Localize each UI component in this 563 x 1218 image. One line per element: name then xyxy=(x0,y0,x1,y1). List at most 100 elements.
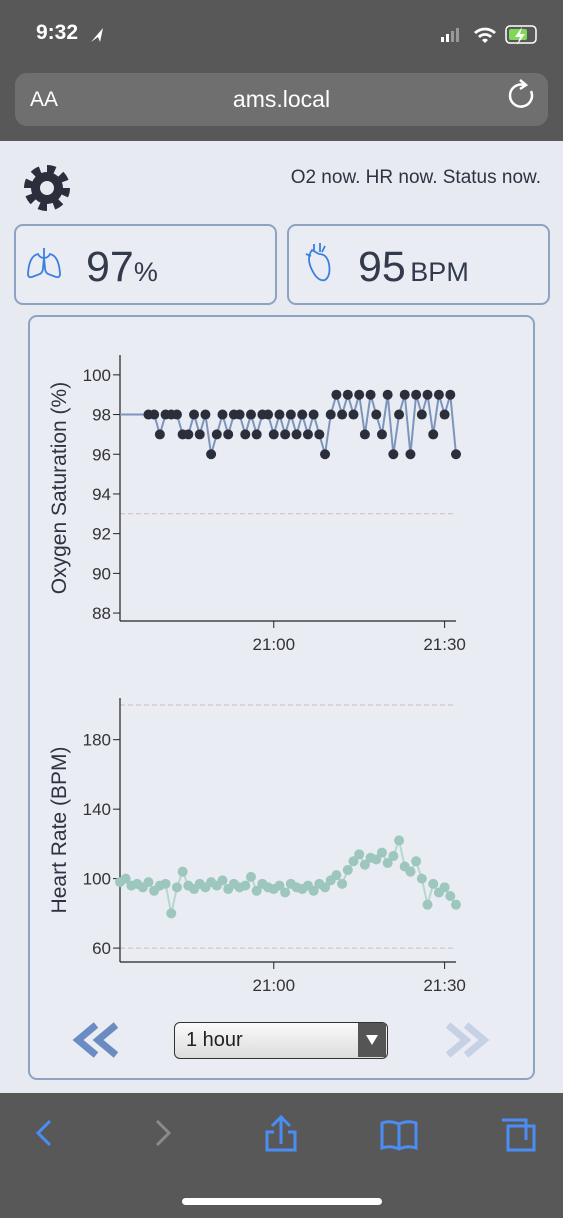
status-text: O2 now. HR now. Status now. xyxy=(290,167,541,188)
toolbar-icons xyxy=(35,1114,536,1152)
data-point xyxy=(285,409,296,420)
data-point xyxy=(376,429,387,440)
hr-value: 95 xyxy=(358,243,406,291)
data-point xyxy=(359,429,370,440)
data-line xyxy=(120,391,457,455)
data-point xyxy=(160,878,171,889)
data-point xyxy=(348,409,359,420)
data-point xyxy=(308,885,319,896)
data-point xyxy=(325,409,336,420)
reader-button[interactable]: AA xyxy=(30,88,59,111)
hr-reading: 95 BPM xyxy=(358,243,469,292)
o2-unit: % xyxy=(133,257,158,287)
x-tick-label: 21:00 xyxy=(252,635,295,654)
data-point xyxy=(428,429,439,440)
data-point xyxy=(206,449,217,460)
clock: 9:32 xyxy=(36,21,79,44)
data-point xyxy=(337,878,348,889)
data-point xyxy=(154,429,165,440)
o2-reading: 97% xyxy=(86,243,158,292)
o2-value: 97 xyxy=(86,243,134,291)
heart xyxy=(305,243,331,282)
home-indicator xyxy=(182,1198,382,1205)
hr-card xyxy=(287,224,550,305)
data-point xyxy=(422,389,433,400)
data-point xyxy=(451,449,461,460)
data-point xyxy=(411,856,422,867)
heart-icon xyxy=(305,243,331,282)
data-point xyxy=(268,429,279,440)
back[interactable] xyxy=(35,1119,52,1147)
data-point xyxy=(240,429,251,440)
data-point xyxy=(320,449,331,460)
data-point xyxy=(291,429,302,440)
data-point xyxy=(405,449,416,460)
settings-icon[interactable] xyxy=(24,165,70,211)
battery xyxy=(505,25,537,44)
data-point xyxy=(416,873,427,884)
y-tick-label: 98 xyxy=(92,406,111,425)
data-point xyxy=(405,866,416,877)
data-point xyxy=(359,859,370,870)
gear-teeth xyxy=(24,165,70,211)
data-point xyxy=(433,389,444,400)
data-point xyxy=(371,854,382,865)
data-point xyxy=(342,389,353,400)
data-point xyxy=(388,449,399,460)
x-tick-label: 21:30 xyxy=(423,635,466,654)
data-point xyxy=(422,899,433,910)
data-point xyxy=(314,429,325,440)
reload-icon[interactable] xyxy=(508,83,534,108)
data-point xyxy=(388,851,399,862)
data-point xyxy=(263,409,274,420)
share[interactable] xyxy=(265,1114,297,1152)
data-line xyxy=(119,836,457,914)
y-tick-label: 94 xyxy=(92,485,111,504)
select-arrow xyxy=(366,1035,378,1045)
data-point xyxy=(166,908,177,919)
wifi xyxy=(474,27,496,43)
range-select[interactable] xyxy=(174,1022,388,1059)
data-point xyxy=(245,871,256,882)
bookmarks[interactable] xyxy=(380,1120,418,1151)
y-tick-label: 180 xyxy=(83,731,111,750)
reload-arrow xyxy=(519,79,529,91)
address-bar[interactable] xyxy=(15,73,548,126)
data-point xyxy=(428,878,439,889)
gear-hole xyxy=(40,181,54,195)
chart-panel xyxy=(28,315,535,1080)
forward-range[interactable] xyxy=(445,1022,490,1058)
data-point xyxy=(234,409,245,420)
data-point xyxy=(245,409,256,420)
data-point xyxy=(217,409,228,420)
tabs[interactable] xyxy=(502,1118,536,1152)
forward[interactable] xyxy=(155,1119,172,1147)
data-point xyxy=(320,882,331,893)
location xyxy=(91,28,103,42)
data-point xyxy=(394,835,405,846)
x-tick-label: 21:00 xyxy=(252,976,295,995)
y-tick-label: 60 xyxy=(92,939,111,958)
data-point xyxy=(365,389,376,400)
y-tick-label: 92 xyxy=(92,525,111,544)
signal xyxy=(441,37,444,42)
signal xyxy=(446,34,449,42)
data-point xyxy=(394,409,405,420)
data-point xyxy=(297,409,308,420)
signal xyxy=(456,28,459,42)
x-tick-label: 21:30 xyxy=(423,976,466,995)
data-point xyxy=(382,858,393,868)
data-point xyxy=(371,409,382,420)
url: ams.local xyxy=(232,86,331,112)
y-tick-label: 140 xyxy=(83,800,111,819)
back-range[interactable] xyxy=(72,1022,119,1058)
data-point xyxy=(331,870,342,881)
data-point xyxy=(280,429,291,440)
range-select-text: 1 hour xyxy=(186,1029,243,1051)
charging xyxy=(515,27,525,45)
data-point xyxy=(177,866,188,877)
data-point xyxy=(411,389,422,400)
y-axis-label: Heart Rate (BPM) xyxy=(48,747,71,914)
data-point xyxy=(143,877,154,888)
